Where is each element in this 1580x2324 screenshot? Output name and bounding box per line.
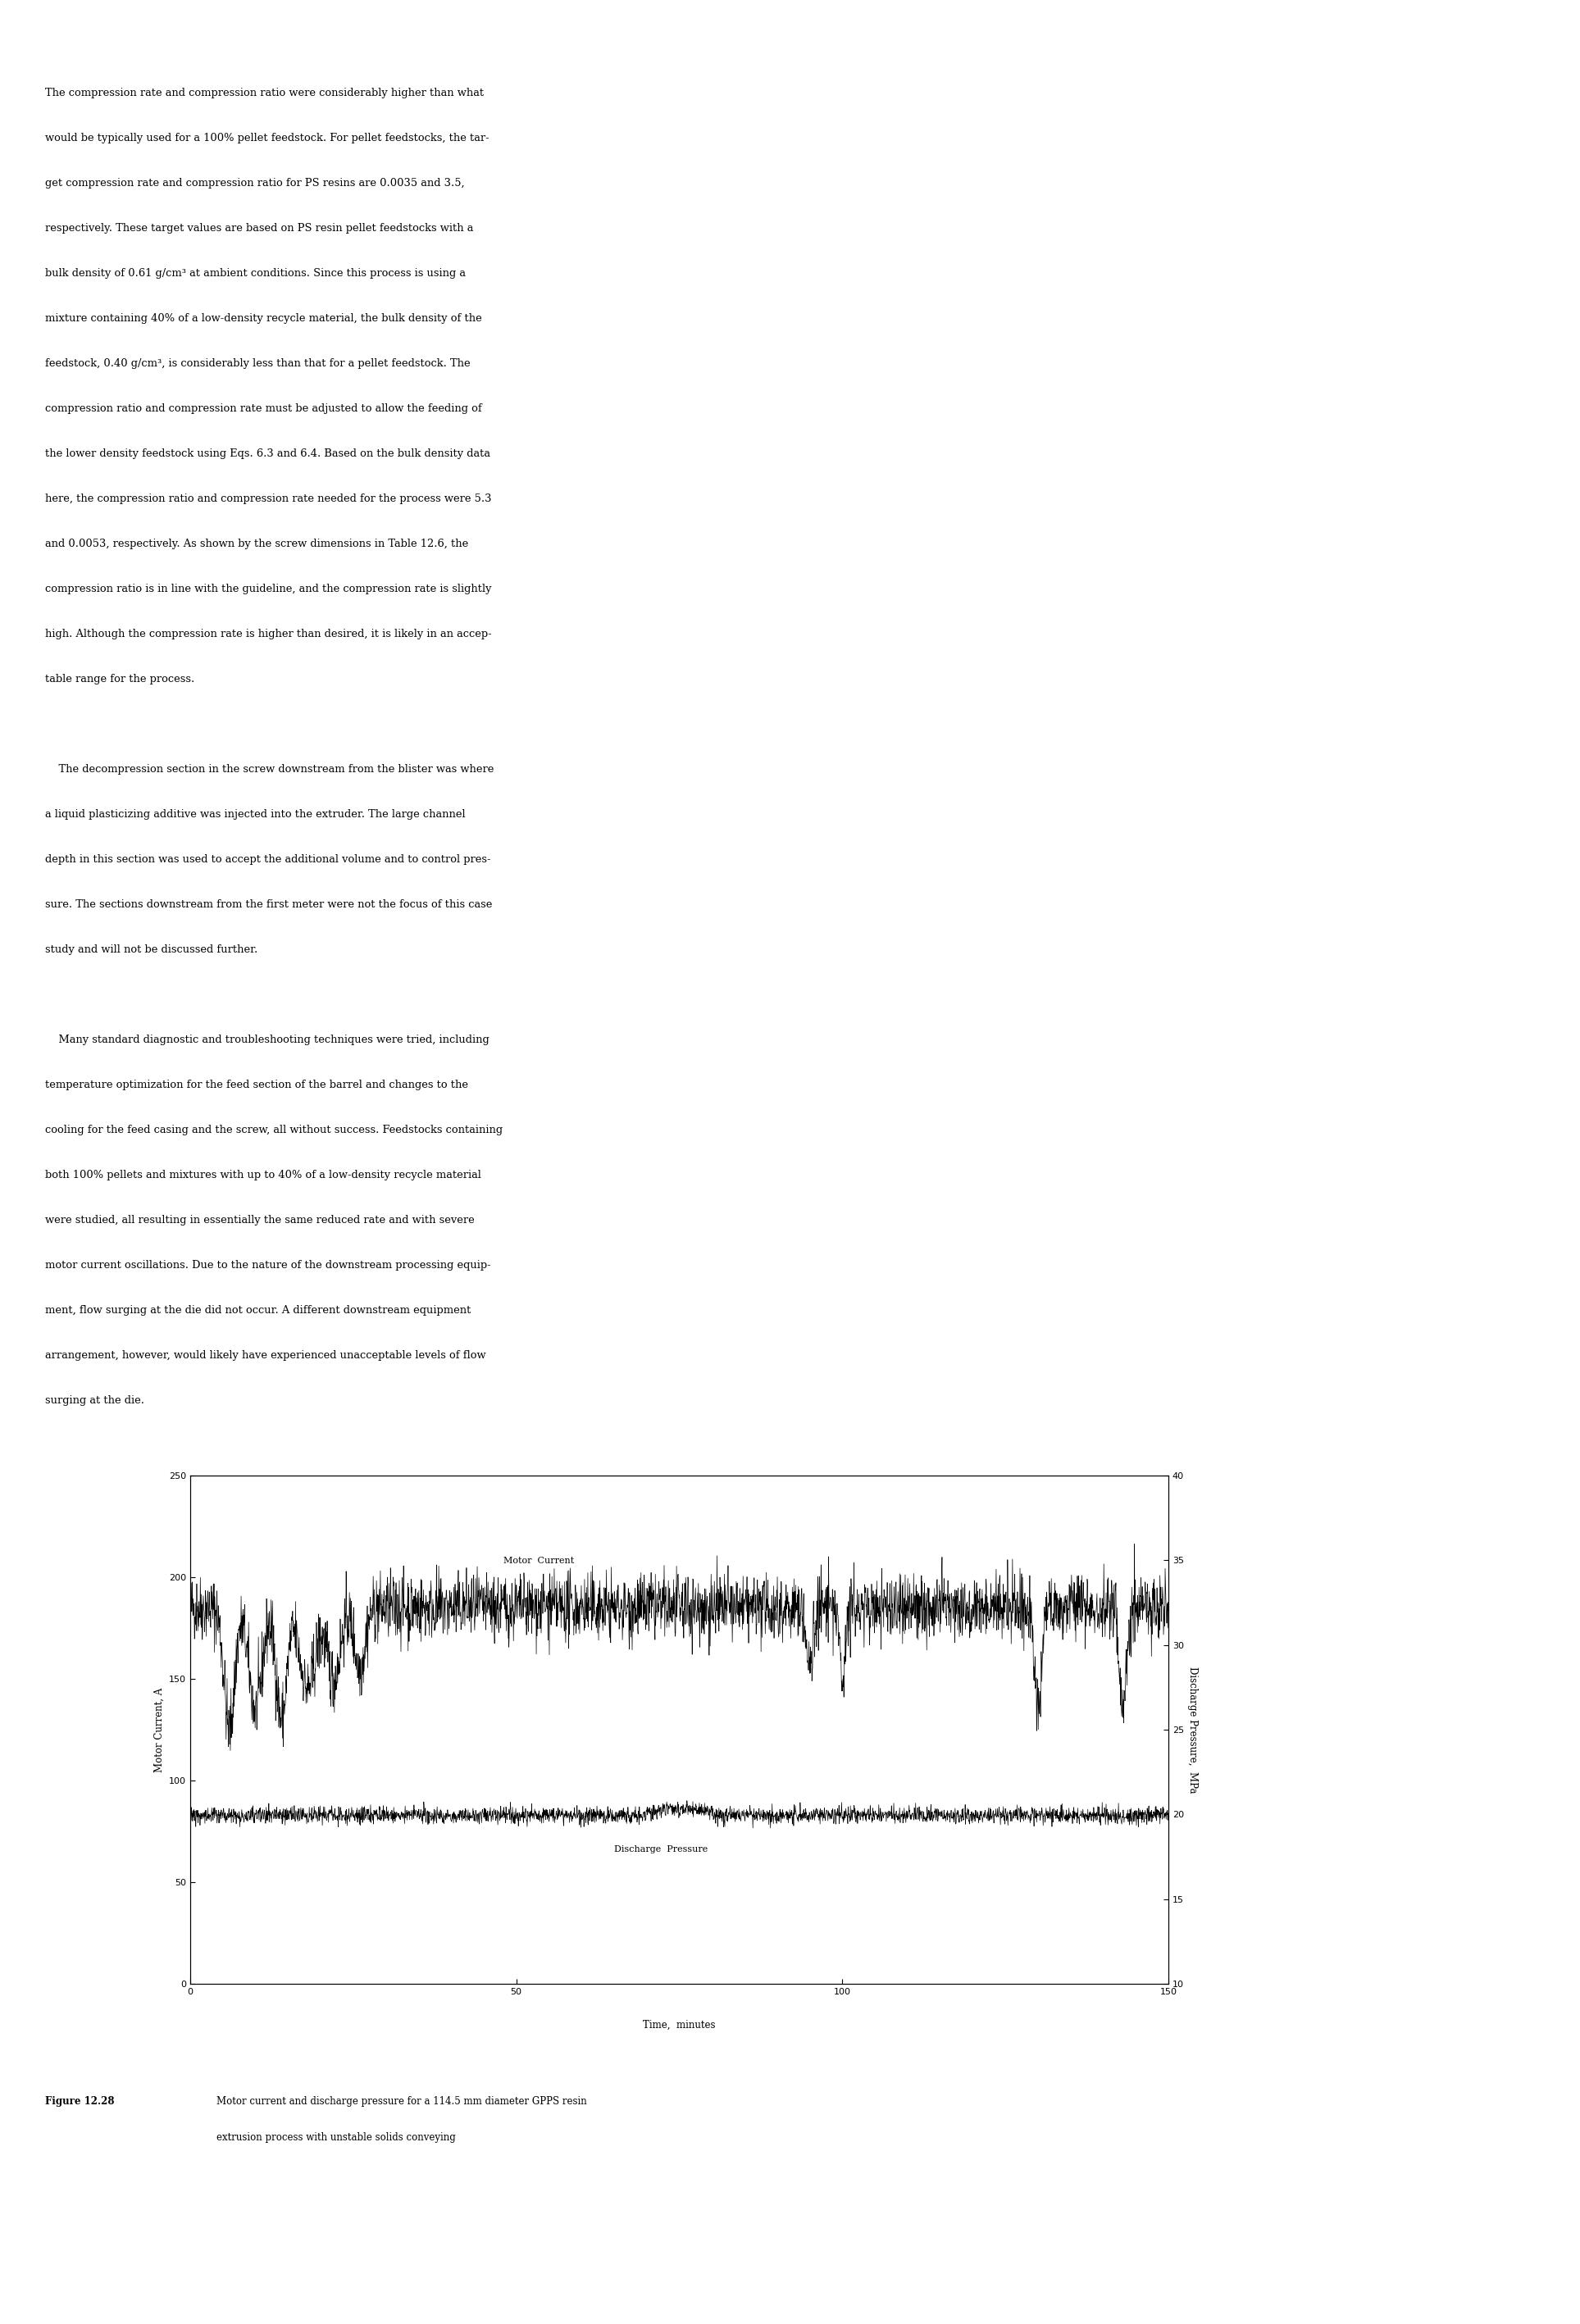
Text: extrusion process with unstable solids conveying: extrusion process with unstable solids c… [216, 2131, 455, 2143]
Text: Motor current and discharge pressure for a 114.5 mm diameter GPPS resin: Motor current and discharge pressure for… [216, 2096, 586, 2108]
Text: depth in this section was used to accept the additional volume and to control pr: depth in this section was used to accept… [46, 853, 491, 865]
Text: compression ratio is in line with the guideline, and the compression rate is sli: compression ratio is in line with the gu… [46, 583, 491, 595]
Text: Motor  Current: Motor Current [504, 1557, 574, 1564]
Text: 12.7  Case Studies for Extrusion Processes That Flow Surge: 12.7 Case Studies for Extrusion Processe… [517, 19, 811, 30]
Text: mixture containing 40% of a low-density recycle material, the bulk density of th: mixture containing 40% of a low-density … [46, 314, 482, 323]
Text: ment, flow surging at the die did not occur. A different downstream equipment: ment, flow surging at the die did not oc… [46, 1306, 471, 1315]
Text: feedstock, 0.40 g/cm³, is considerably less than that for a pellet feedstock. Th: feedstock, 0.40 g/cm³, is considerably l… [46, 358, 471, 370]
Text: sure. The sections downstream from the first meter were not the focus of this ca: sure. The sections downstream from the f… [46, 899, 493, 909]
Text: table range for the process.: table range for the process. [46, 674, 194, 683]
Text: The decompression section in the screw downstream from the blister was where: The decompression section in the screw d… [46, 765, 495, 774]
Text: a liquid plasticizing additive was injected into the extruder. The large channel: a liquid plasticizing additive was injec… [46, 809, 466, 820]
Text: here, the compression ratio and compression rate needed for the process were 5.3: here, the compression ratio and compress… [46, 493, 491, 504]
Text: both 100% pellets and mixtures with up to 40% of a low-density recycle material: both 100% pellets and mixtures with up t… [46, 1169, 482, 1181]
Text: 577: 577 [1493, 19, 1517, 30]
Text: temperature optimization for the feed section of the barrel and changes to the: temperature optimization for the feed se… [46, 1081, 468, 1090]
Text: and 0.0053, respectively. As shown by the screw dimensions in Table 12.6, the: and 0.0053, respectively. As shown by th… [46, 539, 468, 548]
Text: high. Although the compression rate is higher than desired, it is likely in an a: high. Although the compression rate is h… [46, 627, 491, 639]
Text: bulk density of 0.61 g/cm³ at ambient conditions. Since this process is using a: bulk density of 0.61 g/cm³ at ambient co… [46, 267, 466, 279]
Text: get compression rate and compression ratio for PS resins are 0.0035 and 3.5,: get compression rate and compression rat… [46, 177, 465, 188]
Text: arrangement, however, would likely have experienced unacceptable levels of flow: arrangement, however, would likely have … [46, 1350, 487, 1362]
Text: motor current oscillations. Due to the nature of the downstream processing equip: motor current oscillations. Due to the n… [46, 1260, 491, 1271]
Text: would be typically used for a 100% pellet feedstock. For pellet feedstocks, the : would be typically used for a 100% pelle… [46, 132, 490, 144]
Text: were studied, all resulting in essentially the same reduced rate and with severe: were studied, all resulting in essential… [46, 1215, 474, 1225]
Text: Discharge  Pressure: Discharge Pressure [615, 1845, 708, 1852]
Text: Figure 12.28: Figure 12.28 [46, 2096, 114, 2108]
Text: The compression rate and compression ratio were considerably higher than what: The compression rate and compression rat… [46, 88, 483, 98]
Text: respectively. These target values are based on PS resin pellet feedstocks with a: respectively. These target values are ba… [46, 223, 474, 232]
Text: study and will not be discussed further.: study and will not be discussed further. [46, 944, 258, 955]
Text: surging at the die.: surging at the die. [46, 1394, 144, 1406]
Text: the lower density feedstock using Eqs. 6.3 and 6.4. Based on the bulk density da: the lower density feedstock using Eqs. 6… [46, 449, 490, 458]
Y-axis label: Motor Current, A: Motor Current, A [153, 1687, 164, 1771]
Text: compression ratio and compression rate must be adjusted to allow the feeding of: compression ratio and compression rate m… [46, 402, 482, 414]
Text: Many standard diagnostic and troubleshooting techniques were tried, including: Many standard diagnostic and troubleshoo… [46, 1034, 490, 1046]
Y-axis label: Discharge Pressure,  MPa: Discharge Pressure, MPa [1187, 1666, 1198, 1794]
Text: cooling for the feed casing and the screw, all without success. Feedstocks conta: cooling for the feed casing and the scre… [46, 1125, 502, 1134]
Text: Time,  minutes: Time, minutes [643, 2020, 716, 2031]
